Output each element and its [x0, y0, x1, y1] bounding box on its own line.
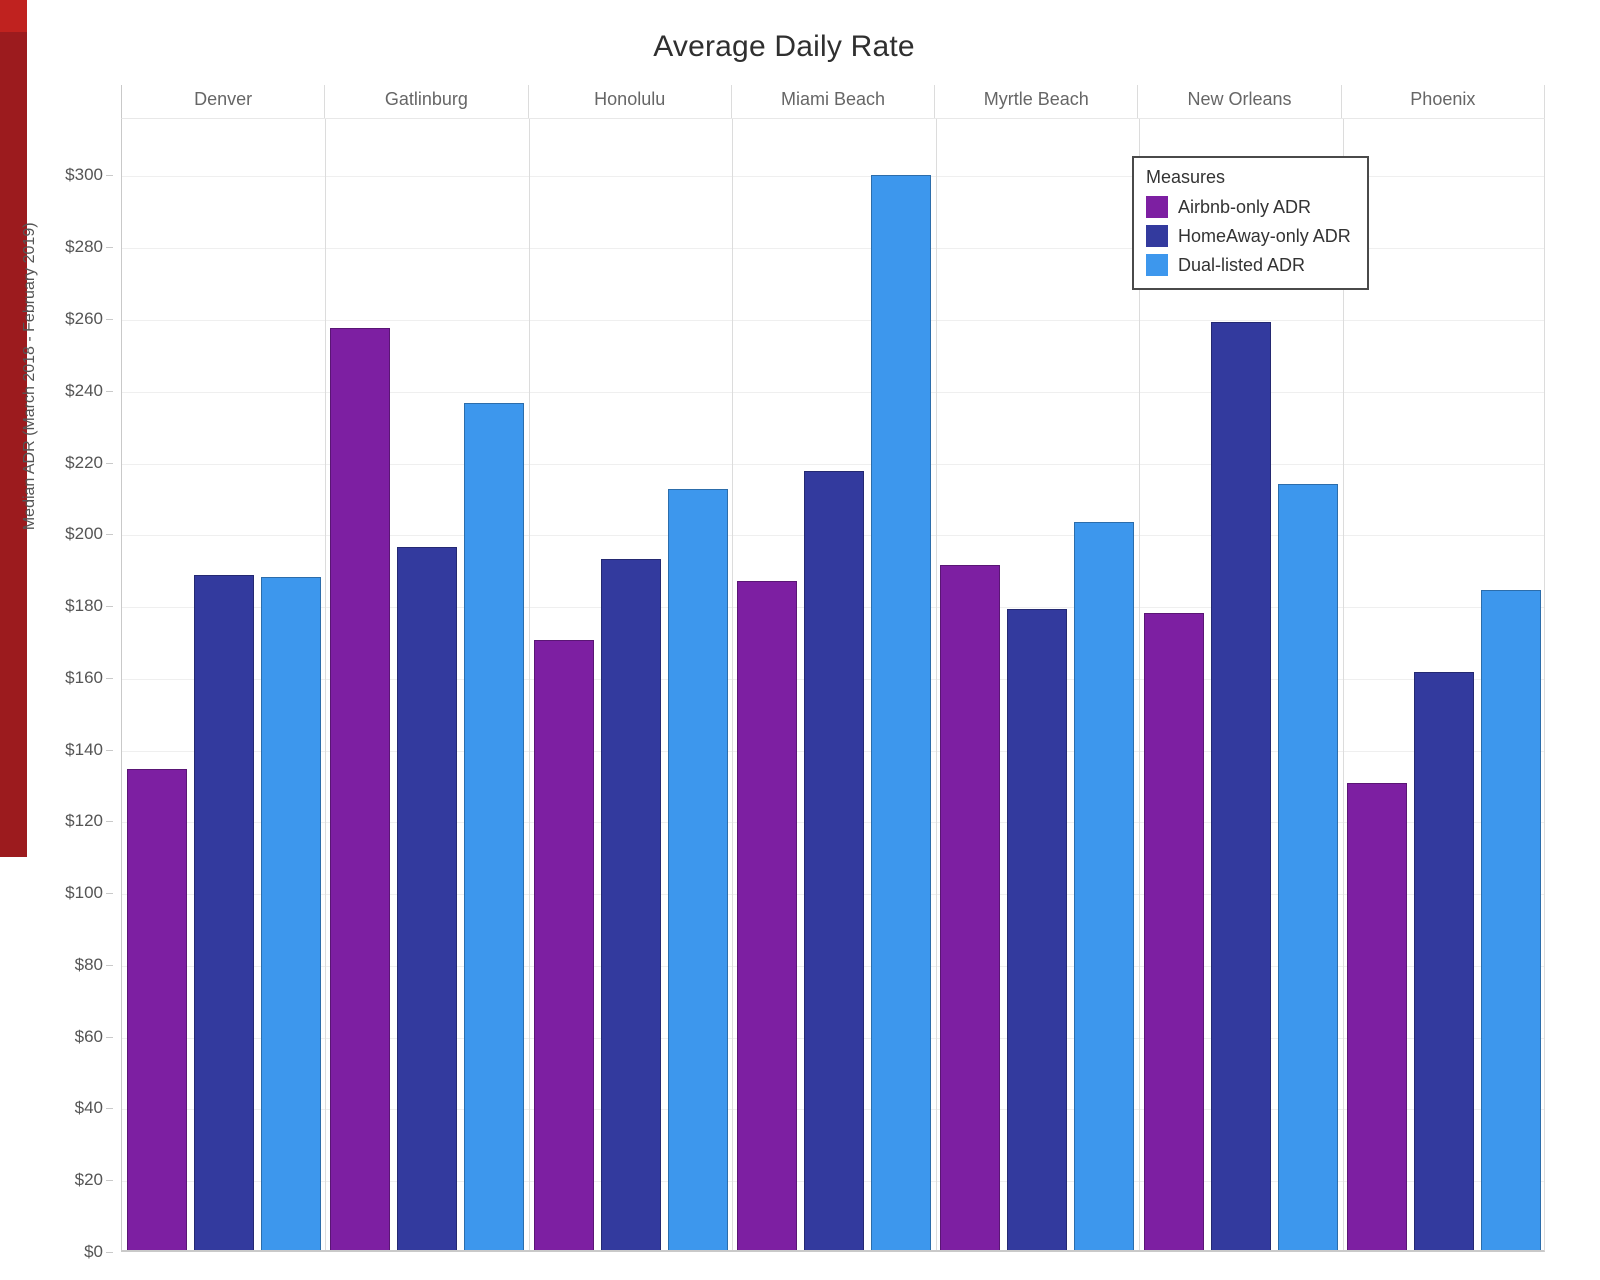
bar-new-orleans-dual-listed-adr[interactable]	[1277, 483, 1338, 1250]
bar-myrtle-beach-homeaway-only-adr[interactable]	[1007, 609, 1068, 1250]
bar-miami-beach-dual-listed-adr[interactable]	[871, 175, 931, 1250]
y-tick-label-120: $120	[65, 811, 103, 831]
y-tick-label-60: $60	[74, 1026, 103, 1046]
column-header-new-orleans: New Orleans	[1137, 85, 1340, 118]
bar-denver-homeaway-only-adr[interactable]	[193, 575, 254, 1250]
column-separator-1	[325, 119, 327, 1250]
y-tick-label-160: $160	[65, 667, 103, 687]
y-tick-label-80: $80	[74, 954, 103, 974]
bar-honolulu-airbnb-only-adr[interactable]	[533, 639, 594, 1250]
y-axis: $0 $20 $40 $60 $80 $100 $120 $140 $160 $180 $200 $2…	[0, 118, 113, 1261]
legend-entry-dual-listed-adr[interactable]: Dual-listed ADR	[1146, 254, 1351, 276]
y-tick-label-0: $0	[84, 1242, 103, 1261]
gridline-300	[122, 176, 1544, 178]
y-tick-mark-180	[106, 606, 113, 608]
column-separator-6	[1342, 119, 1344, 1250]
gridline-280	[122, 248, 1544, 250]
gridline-240	[122, 391, 1544, 393]
y-tick-mark-20	[106, 1180, 113, 1182]
bar-phoenix-airbnb-only-adr[interactable]	[1347, 783, 1408, 1250]
window-edge-strip	[0, 0, 27, 857]
bar-phoenix-homeaway-only-adr[interactable]	[1414, 672, 1475, 1250]
bar-myrtle-beach-airbnb-only-adr[interactable]	[940, 564, 1001, 1250]
column-header-gatlinburg: Gatlinburg	[324, 85, 527, 118]
y-tick-label-20: $20	[74, 1170, 103, 1190]
legend-entry-homeaway-only-adr[interactable]: HomeAway-only ADR	[1146, 225, 1351, 247]
y-tick-mark-280	[106, 247, 113, 249]
y-tick-label-300: $300	[65, 165, 103, 185]
bar-phoenix-dual-listed-adr[interactable]	[1481, 589, 1542, 1250]
y-tick-mark-240	[106, 390, 113, 392]
legend-swatch-dual-listed-adr	[1146, 254, 1168, 276]
bar-denver-airbnb-only-adr[interactable]	[126, 769, 187, 1250]
column-header-miami-beach: Miami Beach	[730, 85, 934, 118]
plot-area: Measures Airbnb-only ADR HomeAway-only AD…	[121, 118, 1545, 1252]
y-tick-label-240: $240	[65, 380, 103, 400]
legend-swatch-homeaway-only-adr	[1146, 225, 1168, 247]
column-header-phoenix: Phoenix	[1340, 85, 1544, 118]
gridline-260	[122, 319, 1544, 321]
bar-gatlinburg-homeaway-only-adr[interactable]	[397, 546, 458, 1250]
legend-entries: Airbnb-only ADR HomeAway-only ADR Dual-lis…	[1146, 196, 1351, 276]
y-tick-mark-40	[106, 1108, 113, 1110]
bar-new-orleans-airbnb-only-adr[interactable]	[1143, 613, 1204, 1250]
column-separator-4	[935, 119, 937, 1250]
column-header-row: Denver Gatlinburg Honolulu Miami Beach Myrtl…	[121, 85, 1545, 118]
y-tick-mark-200	[106, 534, 113, 536]
column-header-honolulu: Honolulu	[527, 85, 731, 118]
column-header-denver: Denver	[121, 85, 324, 118]
bar-myrtle-beach-dual-listed-adr[interactable]	[1074, 521, 1135, 1250]
y-tick-mark-160	[106, 677, 113, 679]
y-tick-label-140: $140	[65, 739, 103, 759]
bar-denver-dual-listed-adr[interactable]	[260, 577, 321, 1250]
y-tick-label-180: $180	[65, 596, 103, 616]
bar-miami-beach-airbnb-only-adr[interactable]	[737, 580, 797, 1250]
y-tick-label-200: $200	[65, 524, 103, 544]
y-tick-mark-140	[106, 749, 113, 751]
legend-label-homeaway-only-adr: HomeAway-only ADR	[1178, 225, 1351, 246]
bar-gatlinburg-dual-listed-adr[interactable]	[464, 403, 525, 1250]
column-separator-5	[1139, 119, 1141, 1250]
y-tick-label-260: $260	[65, 308, 103, 328]
legend-label-dual-listed-adr: Dual-listed ADR	[1178, 254, 1306, 275]
bar-new-orleans-homeaway-only-adr[interactable]	[1210, 322, 1271, 1250]
y-tick-label-100: $100	[65, 883, 103, 903]
legend-title: Measures	[1146, 167, 1226, 187]
y-tick-mark-300	[106, 175, 113, 177]
chart-title: Average Daily Rate	[653, 30, 915, 63]
legend-swatch-airbnb-only-adr	[1146, 196, 1168, 218]
column-header-myrtle-beach: Myrtle Beach	[934, 85, 1137, 118]
y-tick-mark-100	[106, 893, 113, 895]
y-tick-mark-220	[106, 462, 113, 464]
legend-entry-airbnb-only-adr[interactable]: Airbnb-only ADR	[1146, 196, 1351, 218]
column-separator-2	[528, 119, 530, 1250]
bar-honolulu-homeaway-only-adr[interactable]	[600, 559, 661, 1250]
legend: Measures Airbnb-only ADR HomeAway-only AD…	[1132, 156, 1369, 290]
y-tick-mark-60	[106, 1036, 113, 1038]
y-tick-label-220: $220	[65, 452, 103, 472]
bar-miami-beach-homeaway-only-adr[interactable]	[804, 471, 864, 1250]
y-tick-label-40: $40	[74, 1098, 103, 1118]
y-tick-mark-0	[106, 1252, 113, 1253]
y-tick-label-280: $280	[65, 237, 103, 257]
column-separator-3	[732, 119, 734, 1250]
y-tick-mark-260	[106, 318, 113, 320]
legend-label-airbnb-only-adr: Airbnb-only ADR	[1178, 196, 1312, 217]
y-tick-mark-120	[106, 821, 113, 823]
y-tick-mark-80	[106, 964, 113, 966]
gridline-220	[122, 463, 1544, 465]
bar-gatlinburg-airbnb-only-adr[interactable]	[330, 327, 391, 1250]
bar-honolulu-dual-listed-adr[interactable]	[667, 489, 728, 1250]
window-edge-strip-cap	[0, 0, 27, 32]
